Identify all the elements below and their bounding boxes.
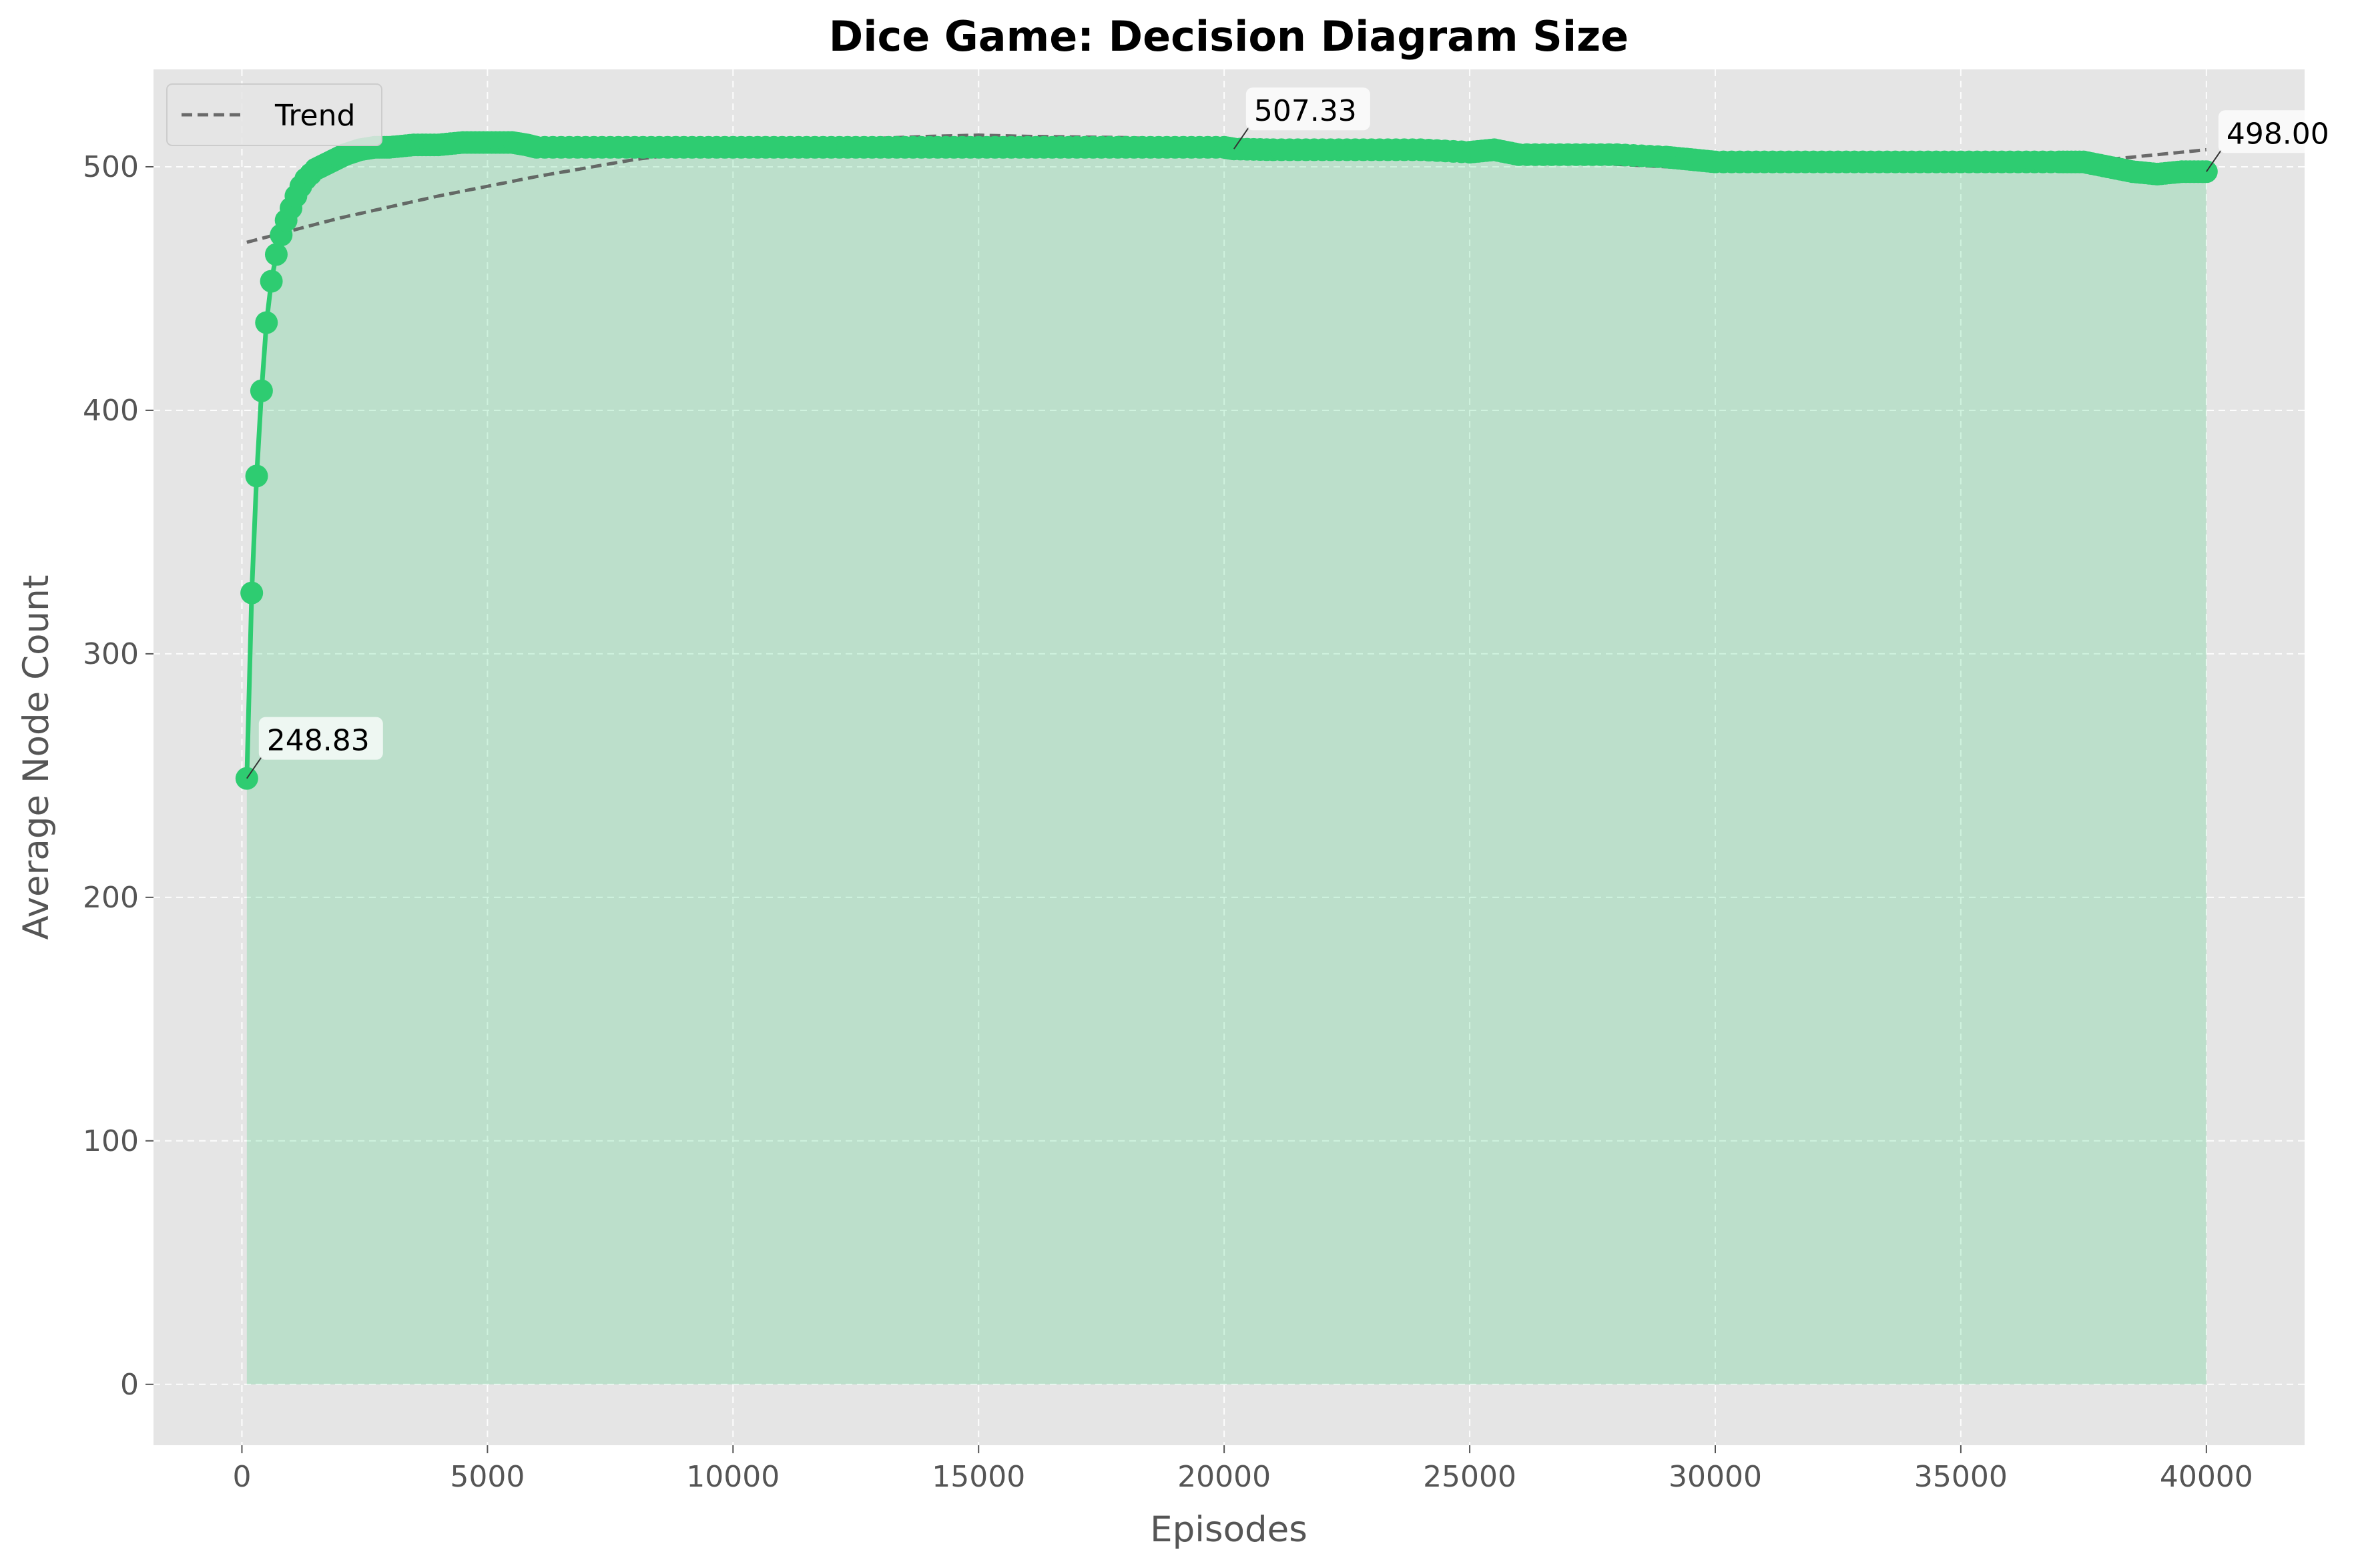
y-tick-label: 400 [83, 394, 139, 428]
series-layer [235, 131, 2218, 790]
grid-layer [154, 69, 2305, 1445]
series-point [664, 135, 687, 159]
series-point [1941, 150, 1964, 173]
x-tick-label: 35000 [1914, 1460, 2008, 1494]
legend: Trend [166, 83, 382, 146]
series-point [1303, 138, 1326, 161]
series-point [245, 464, 268, 488]
annotation-box [258, 717, 383, 760]
series-point [2190, 160, 2214, 183]
annotation-arrow [1233, 127, 1249, 149]
series-point [255, 311, 278, 334]
annotation-arrow [2206, 149, 2222, 172]
y-tick-label: 500 [83, 150, 139, 184]
annotation-box [1245, 87, 1370, 131]
series-point [1401, 138, 1424, 161]
x-tick-label: 5000 [450, 1460, 525, 1494]
series-point [1057, 135, 1081, 159]
x-tick-label: 0 [232, 1460, 251, 1494]
x-tick-label: 25000 [1423, 1460, 1516, 1494]
series-point [250, 379, 273, 402]
series-point [264, 243, 288, 266]
legend-box [166, 83, 382, 146]
series-point [566, 135, 589, 159]
annotation-label: 507.33 [1254, 94, 1357, 128]
x-tick-label: 15000 [932, 1460, 1025, 1494]
series-point [1990, 150, 2014, 173]
x-tick-label: 20000 [1177, 1460, 1271, 1494]
x-tick-label: 30000 [1669, 1460, 1762, 1494]
x-tick-label: 10000 [686, 1460, 780, 1494]
series-point [260, 270, 283, 293]
series-point [860, 135, 884, 159]
series-point [1597, 143, 1620, 166]
y-tick-label: 0 [120, 1368, 139, 1402]
annotation-box [2218, 110, 2343, 153]
tick-layer: 0 5000 10000 15000 20000 25000 30000 35000 40000… [83, 150, 2253, 1494]
y-tick-label: 100 [83, 1124, 139, 1158]
annotation-arrow [246, 757, 262, 779]
x-tick-label: 40000 [2160, 1460, 2253, 1494]
series-point [1843, 150, 1866, 173]
plot-background [154, 69, 2305, 1445]
series-point [812, 135, 835, 159]
annotation-layer: 248.83 507.33 498.00 [246, 87, 2343, 779]
series-point [615, 135, 638, 159]
fill-layer [246, 142, 2206, 1385]
series-point [1352, 138, 1375, 161]
series-point [1793, 150, 1817, 173]
series-point [1892, 150, 1915, 173]
series-point [713, 135, 737, 159]
annotation-label: 498.00 [2227, 117, 2329, 151]
y-axis-title: Average Node Count [16, 574, 57, 939]
legend-trend-label: Trend [274, 99, 355, 133]
series-point [1155, 135, 1179, 159]
series-point [1106, 135, 1129, 159]
series-area-fill [246, 142, 2206, 1385]
y-tick-label: 300 [83, 637, 139, 671]
series-point [762, 135, 786, 159]
series-point [910, 135, 933, 159]
annotation-label: 248.83 [267, 724, 370, 758]
series-point [1008, 135, 1031, 159]
series-point [1745, 150, 1768, 173]
x-axis-title: Episodes [1150, 1509, 1307, 1550]
series-point [958, 135, 982, 159]
chart-title: Dice Game: Decision Diagram Size [829, 12, 1629, 61]
series-point [1548, 143, 1571, 166]
y-tick-label: 200 [83, 881, 139, 915]
series-point [240, 581, 264, 605]
